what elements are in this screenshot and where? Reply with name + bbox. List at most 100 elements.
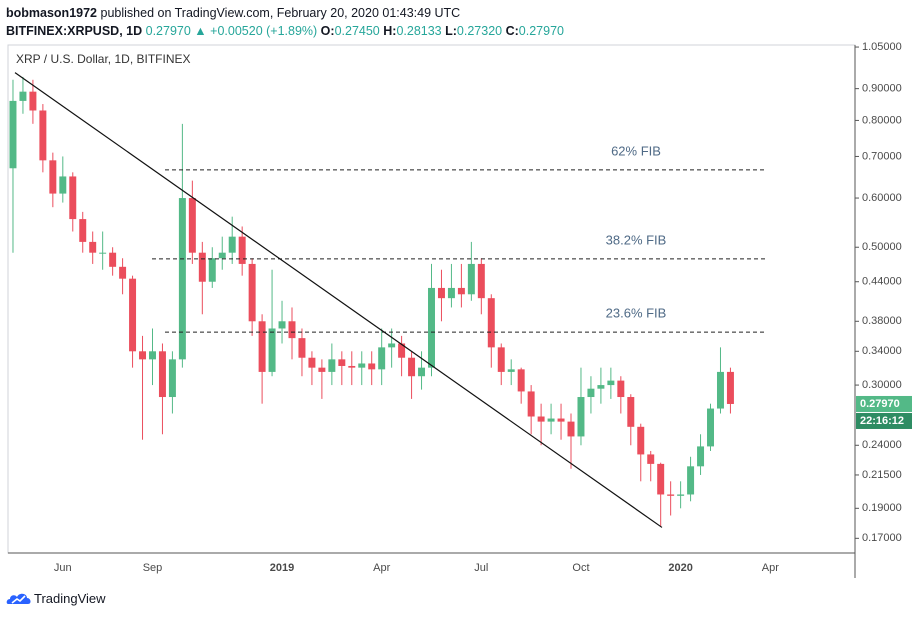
candle-body: [627, 397, 635, 427]
candle-body: [89, 241, 97, 253]
candle-body: [716, 371, 724, 409]
y-tick-label: 0.44000: [862, 276, 902, 288]
symbol: BITFINEX:XRPUSD, 1D: [6, 24, 143, 38]
x-tick-label: Apr: [762, 562, 779, 574]
candle-body: [308, 357, 316, 368]
candle-body: [428, 287, 435, 368]
price-tag-label: 0.27970: [860, 398, 900, 410]
candle-body: [29, 91, 37, 111]
candle-body: [19, 91, 27, 101]
candle-body: [477, 263, 485, 299]
candle-body: [39, 110, 47, 161]
ohlc-label: O:: [320, 24, 335, 38]
price-tag: [856, 395, 912, 412]
ohlc-label: H:: [383, 24, 397, 38]
candle-body: [9, 100, 17, 169]
candle-body: [69, 176, 77, 220]
candle-body: [607, 380, 615, 386]
candle-body: [617, 380, 625, 398]
fib-label: 23.6% FIB: [606, 306, 667, 321]
y-tick-label: 0.90000: [862, 83, 902, 95]
candle-body: [527, 391, 535, 417]
y-tick-label: 0.38000: [862, 315, 902, 327]
candle-body: [208, 258, 216, 282]
candle-body: [99, 252, 107, 254]
candle-body: [457, 287, 465, 295]
candle-body: [677, 494, 685, 496]
author: bobmason1972: [6, 6, 98, 20]
candle-body: [517, 369, 525, 392]
candle-body: [378, 347, 386, 370]
candle-body: [497, 347, 505, 372]
candle-body: [507, 369, 515, 372]
candle-body: [597, 385, 605, 389]
candle-body: [667, 494, 675, 496]
candle-body: [567, 421, 575, 437]
candle-body: [338, 359, 346, 366]
candle-body: [637, 426, 645, 455]
y-tick-label: 0.50000: [862, 241, 902, 253]
candle-body: [368, 363, 376, 370]
candle-body: [168, 359, 176, 398]
candle-body: [398, 343, 406, 358]
candle-body: [547, 418, 555, 422]
candle-body: [149, 351, 156, 360]
change-value: +0.00520 (+1.89%): [210, 24, 318, 38]
chart: XRP / U.S. Dollar, 1D, BITFINEX 1.05000 0…: [7, 41, 912, 578]
x-tick-label: Oct: [572, 562, 589, 574]
candle-body: [358, 363, 366, 368]
y-tick-label: 1.05000: [862, 41, 902, 53]
fib-label: 62% FIB: [611, 143, 661, 158]
y-tick-label: 0.70000: [862, 150, 902, 162]
publish-line: bobmason1972 published on TradingView.co…: [6, 4, 564, 22]
candle-body: [577, 397, 585, 437]
candle-body: [557, 418, 565, 422]
candle-body: [348, 365, 356, 368]
candle-body: [687, 466, 695, 495]
last: 0.27970: [145, 24, 191, 38]
x-tick-label: Jul: [474, 562, 488, 574]
footer: TradingView: [6, 590, 106, 606]
candle-body: [109, 252, 117, 267]
candle-body: [79, 219, 87, 242]
y-tick-label: 0.30000: [862, 379, 902, 391]
y-tick-label: 0.24000: [862, 439, 902, 451]
fib-label: 38.2% FIB: [606, 232, 667, 247]
y-tick-label: 0.17000: [862, 532, 902, 544]
candle-body: [228, 236, 236, 253]
candle-body: [288, 321, 296, 339]
header: bobmason1972 published on TradingView.co…: [6, 4, 564, 40]
candle-body: [278, 321, 286, 329]
x-tick-label: Sep: [143, 562, 163, 574]
y-tick-label: 0.21500: [862, 469, 902, 481]
ohlc-value: 0.27320: [456, 24, 503, 38]
candle-body: [467, 263, 475, 295]
quote-line: BITFINEX:XRPUSD, 1D 0.27970 ▲ +0.00520 (…: [6, 22, 564, 40]
candle-body: [726, 371, 734, 404]
x-tick-label: 2019: [270, 562, 294, 574]
candle-body: [418, 367, 426, 377]
candle-body: [657, 463, 665, 495]
x-tick-label: Jun: [54, 562, 72, 574]
x-tick-label: 2020: [668, 562, 692, 574]
candle-body: [707, 408, 714, 447]
candle-body: [248, 263, 256, 322]
y-tick-label: 0.80000: [862, 114, 902, 126]
candle-body: [318, 367, 326, 372]
candle-body: [328, 359, 336, 372]
candle-body: [408, 357, 416, 377]
brand: TradingView: [34, 590, 106, 606]
candle-body: [587, 388, 595, 398]
candle-body: [298, 338, 306, 358]
published: published on TradingView.com, February 2…: [100, 6, 461, 20]
ohlc-label: C:: [505, 24, 519, 38]
candle-body: [188, 198, 196, 253]
trendline: [14, 72, 663, 528]
ohlc-value: 0.28133: [396, 24, 442, 38]
candle-body: [268, 328, 276, 372]
candle-body: [158, 351, 166, 398]
y-tick-label: 0.19000: [862, 502, 902, 514]
logo: [6, 593, 31, 604]
candle-body: [198, 252, 206, 282]
